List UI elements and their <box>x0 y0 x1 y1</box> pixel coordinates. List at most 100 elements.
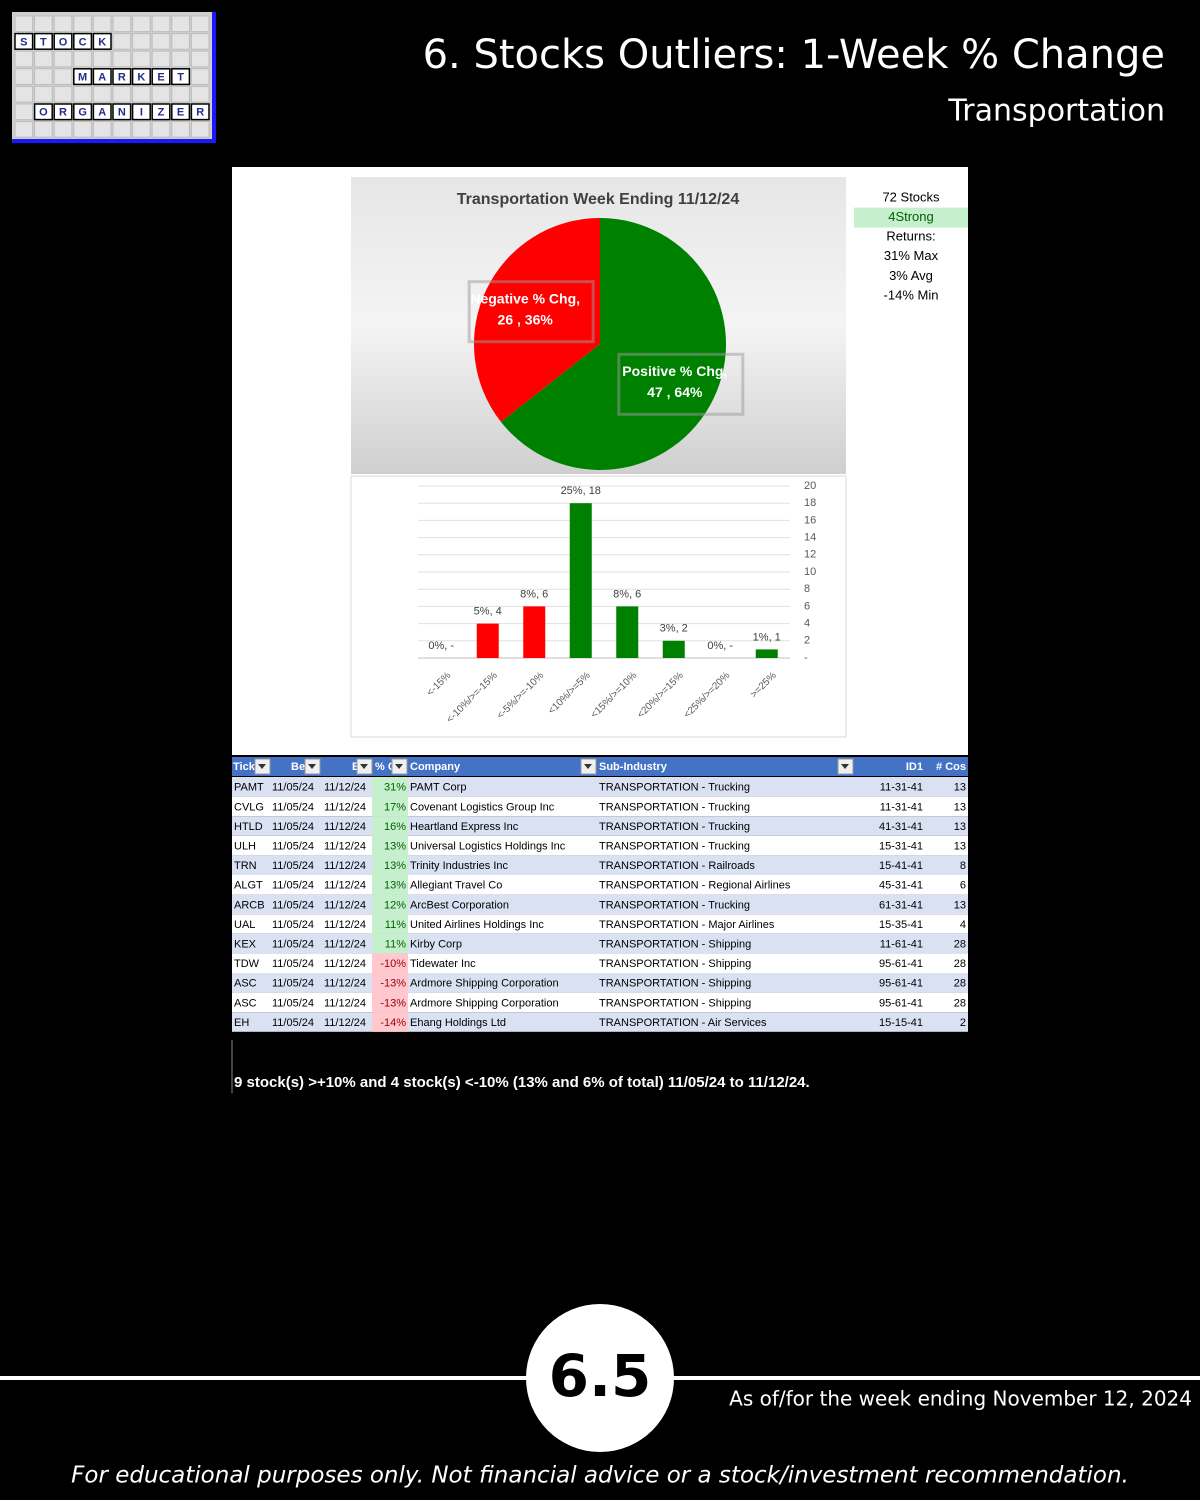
logo-cell <box>132 50 151 68</box>
logo-letter: G <box>78 107 87 119</box>
table-cell: 15-15-41 <box>879 1017 923 1029</box>
logo-letter: S <box>20 36 27 48</box>
table-cell: 11/05/24 <box>272 1017 314 1029</box>
table-row <box>232 953 968 973</box>
logo-cell <box>112 33 132 50</box>
table-cell: -13% <box>380 978 406 990</box>
table-cell: UAL <box>234 919 255 931</box>
logo-letter-box <box>92 32 112 50</box>
logo-letter-box <box>33 103 53 121</box>
column-header: Tick <box>233 761 256 773</box>
logo-cell <box>151 85 171 103</box>
table-row <box>232 796 968 817</box>
logo-letter: N <box>118 107 126 119</box>
table-cell: -14% <box>380 1017 406 1029</box>
table-row <box>232 992 968 1013</box>
filter-arrow <box>360 764 368 769</box>
bar-value-label: 5%, 4 <box>474 606 502 618</box>
logo-letter: A <box>98 107 106 119</box>
logo-letter-box <box>53 103 73 121</box>
table-cell: KEX <box>234 939 257 951</box>
logo-cell <box>190 85 210 103</box>
logo-letter-box <box>112 103 132 121</box>
logo-cell <box>132 33 151 50</box>
logo-cell <box>112 50 132 68</box>
y-tick-label: 20 <box>804 480 816 492</box>
table-row <box>232 875 968 895</box>
bar-value-label: 0%, - <box>428 640 454 652</box>
table-row <box>232 835 968 856</box>
logo-cell <box>73 121 92 138</box>
logo-letter-box <box>131 68 151 86</box>
logo-cell <box>34 85 53 103</box>
table-cell: 28 <box>954 997 966 1009</box>
table-cell: TRANSPORTATION - Shipping <box>599 939 751 951</box>
logo-cell <box>34 68 53 85</box>
table-cell: CVLG <box>234 801 264 813</box>
table-cell: 41-31-41 <box>879 821 923 833</box>
logo-letter: M <box>78 72 87 84</box>
logo-cell <box>92 85 112 103</box>
table-cell: 11/12/24 <box>324 782 366 794</box>
bar <box>616 606 639 658</box>
logo-cell <box>14 68 34 85</box>
table-cell: Ardmore Shipping Corporation <box>410 997 559 1009</box>
strong-highlight <box>854 207 968 228</box>
table-cell: 11/12/24 <box>324 997 366 1009</box>
logo-cell <box>92 15 112 33</box>
logo-cell <box>34 121 53 138</box>
table-cell: 45-31-41 <box>879 880 923 892</box>
bar <box>755 649 778 658</box>
table-cell: 4 <box>960 919 966 931</box>
table-cell: 13 <box>954 899 966 911</box>
table-row <box>232 816 968 836</box>
table-cell: 11/12/24 <box>324 899 366 911</box>
pie-label-name: Negative % Chg, <box>470 290 580 306</box>
table-cell: 11/05/24 <box>272 919 314 931</box>
label-shadow <box>617 352 745 416</box>
table-cell: 95-61-41 <box>879 958 923 970</box>
table-cell: 11/05/24 <box>272 801 314 813</box>
table-cell: 11/05/24 <box>272 939 314 951</box>
pct-cell <box>372 894 408 915</box>
pie-slice <box>501 218 726 470</box>
bar <box>523 606 546 658</box>
stat-line: 4Strong <box>888 209 934 224</box>
logo-letter-box <box>112 68 132 86</box>
table-cell: 95-61-41 <box>879 997 923 1009</box>
table-cell: PAMT Corp <box>410 782 466 794</box>
y-tick-label: 16 <box>804 514 816 526</box>
stat-line: 72 Stocks <box>882 189 940 204</box>
logo-letter: R <box>118 72 126 84</box>
y-tick-label: 2 <box>804 635 810 647</box>
bar-value-label: 0%, - <box>707 640 733 652</box>
pct-cell <box>372 914 408 934</box>
table-cell: TRANSPORTATION - Shipping <box>599 978 751 990</box>
logo-cell <box>171 85 190 103</box>
logo-cell <box>171 121 190 138</box>
logo-cell <box>171 50 190 68</box>
logo-letter: K <box>98 36 106 48</box>
pie-label-name: Positive % Chg, <box>622 363 727 379</box>
y-tick-label: 12 <box>804 549 816 561</box>
table-cell: United Airlines Holdings Inc <box>410 919 544 931</box>
table-cell: 11/05/24 <box>272 860 314 872</box>
table-cell: TRANSPORTATION - Trucking <box>599 841 750 853</box>
pct-cell <box>372 816 408 836</box>
bar-value-label: 3%, 2 <box>660 623 688 635</box>
logo-cell <box>73 50 92 68</box>
logo-cell <box>14 85 34 103</box>
summary-text: 9 stock(s) >+10% and 4 stock(s) <-10% (1… <box>234 1074 810 1091</box>
logo-cell <box>92 121 112 138</box>
badge-number: 6.5 <box>549 1342 652 1410</box>
filter-arrow <box>584 764 592 769</box>
table-cell: TRANSPORTATION - Shipping <box>599 958 751 970</box>
logo-cell <box>171 33 190 50</box>
table-cell: TDW <box>234 958 260 970</box>
y-tick-label: - <box>804 652 808 664</box>
pct-cell <box>372 953 408 973</box>
logo-cell <box>14 103 34 121</box>
y-tick-label: 4 <box>804 618 810 630</box>
logo-letter: I <box>140 107 143 119</box>
column-header: Company <box>410 761 461 773</box>
